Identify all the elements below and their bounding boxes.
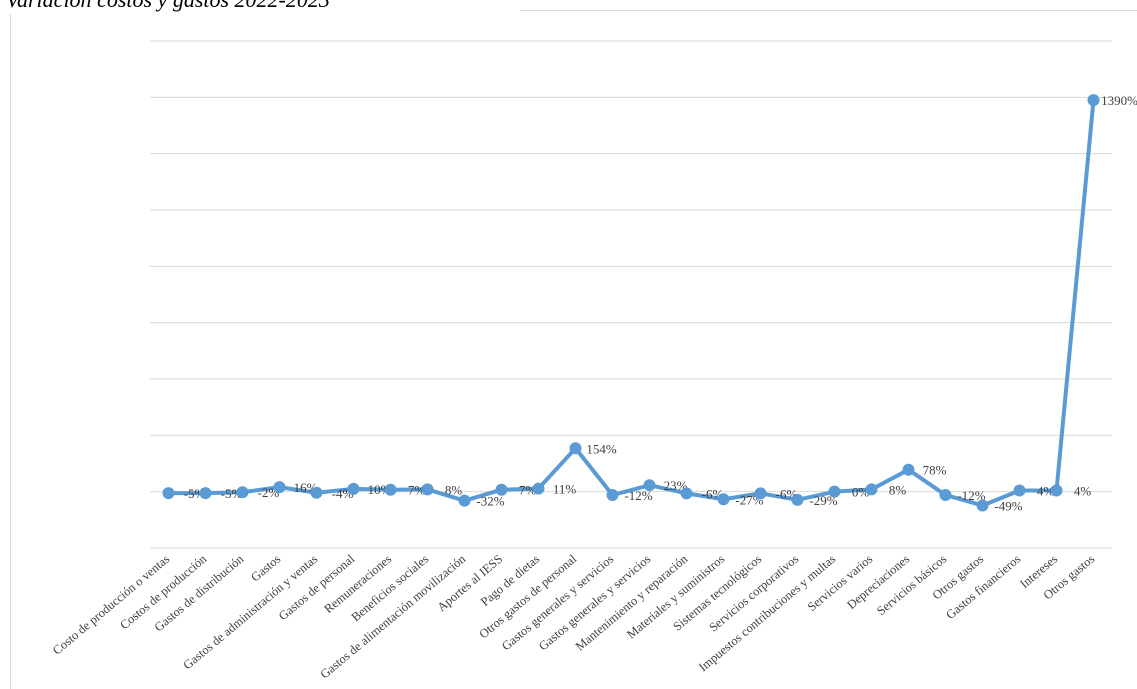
data-label: -32%: [476, 494, 504, 509]
data-point: [939, 489, 952, 502]
data-point: [532, 482, 545, 495]
data-label: 4%: [1074, 484, 1092, 499]
data-point: [421, 483, 434, 496]
data-label: -49%: [994, 498, 1022, 513]
data-point: [606, 489, 619, 502]
data-point: [199, 487, 212, 500]
data-point: [384, 483, 397, 496]
data-label: -12%: [624, 488, 652, 503]
data-label: 11%: [553, 482, 577, 497]
chart-frame: [10, 10, 1137, 689]
data-label: 8%: [889, 482, 907, 497]
data-point: [347, 482, 360, 495]
data-point: [828, 485, 841, 498]
data-point: [754, 487, 767, 500]
data-point: [1087, 94, 1100, 107]
data-label: 78%: [923, 463, 947, 478]
x-tick-label: Gastos de administración y ventas: [180, 552, 320, 673]
data-label: -29%: [809, 493, 837, 508]
data-line: [168, 99, 1096, 508]
data-point: [495, 483, 508, 496]
data-point: [865, 483, 878, 496]
data-label: 0%: [852, 485, 870, 500]
data-point: [1013, 484, 1026, 497]
data-point: [1050, 484, 1063, 497]
data-label: 1390%: [1101, 93, 1137, 108]
data-point: [458, 494, 471, 507]
data-point: [680, 487, 693, 500]
data-point: [976, 499, 989, 512]
data-label: 4%: [1037, 484, 1055, 499]
data-point: [162, 487, 175, 500]
data-point: [643, 479, 656, 492]
data-point: [310, 486, 323, 499]
data-point: [273, 481, 286, 494]
data-label: -12%: [957, 488, 985, 503]
chart-title: Variación costos y gastos 2022-2023: [6, 0, 330, 12]
data-label: 23%: [664, 478, 688, 493]
data-label: 7%: [408, 483, 426, 498]
data-label: 7%: [519, 483, 537, 498]
title-background: [0, 0, 520, 14]
data-point: [236, 486, 249, 499]
data-label: 8%: [445, 482, 463, 497]
data-point: [902, 463, 915, 476]
data-label: -5%: [184, 486, 206, 501]
data-point: [791, 493, 804, 506]
data-label: 154%: [586, 441, 617, 456]
data-point: [717, 493, 730, 506]
data-point: [569, 442, 582, 455]
